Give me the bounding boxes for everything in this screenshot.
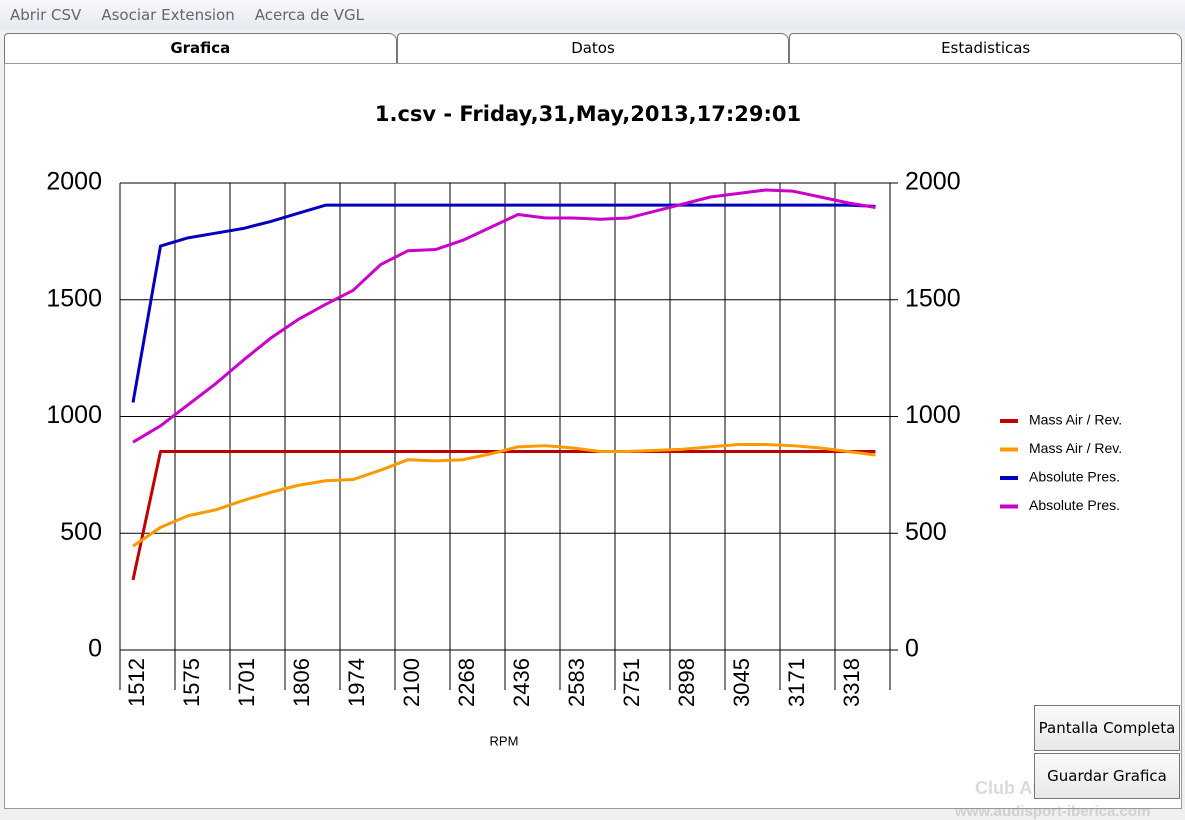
y-tick-label: 2000 [46,168,102,196]
series-line [132,443,876,548]
legend-label: Mass Air / Rev. [1029,412,1122,428]
tab[interactable]: Datos [396,33,790,63]
x-tick-label: 2751 [619,658,644,707]
x-tick-label: 2583 [564,658,589,707]
button[interactable]: Pantalla Completa [1034,705,1180,751]
menu-item[interactable]: Abrir CSV [10,6,82,24]
menu-bar: Abrir CSV Asociar Extension Acerca de VGL [0,0,1185,30]
y2-tick-label: 500 [905,518,947,546]
x-tick-label: 1974 [344,658,369,707]
x-tick-label: 1512 [124,658,149,707]
legend-label: Absolute Pres. [1029,469,1120,485]
x-tick-label: 1575 [179,658,204,707]
y2-tick-label: 2000 [905,168,961,196]
y-tick-label: 1500 [46,284,102,312]
tab[interactable]: Grafica [4,33,397,63]
watermark-url: www.audisport-iberica.com [955,803,1151,820]
x-tick-label: 1701 [234,658,259,707]
y-tick-label: 500 [60,518,102,546]
x-axis-label: RPM [490,733,519,748]
series-line [131,203,876,403]
x-tick-label: 2436 [509,658,534,707]
tab[interactable]: Estadisticas [789,33,1183,63]
menu-item[interactable]: Asociar Extension [101,6,235,24]
x-tick-label: 2898 [674,658,699,707]
y-tick-label: 0 [88,635,102,663]
series-line [131,450,876,581]
tab-panel [4,63,1182,809]
y2-tick-label: 1000 [905,401,961,429]
legend-label: Mass Air / Rev. [1029,440,1122,456]
x-tick-label: 3318 [839,658,864,707]
series-line [132,188,876,444]
y2-tick-label: 1500 [905,284,961,312]
chart-title: 1.csv - Friday,31,May,2013,17:29:01 [375,102,801,126]
x-tick-label: 2100 [399,658,424,707]
x-tick-label: 3045 [729,658,754,707]
x-tick-label: 3171 [784,658,809,707]
x-tick-label: 1806 [289,658,314,707]
button[interactable]: Guardar Grafica [1034,753,1180,799]
menu-item[interactable]: Acerca de VGL [254,6,365,24]
x-tick-label: 2268 [454,658,479,707]
tab-strip: Grafica Datos Estadisticas [4,33,1183,63]
y2-tick-label: 0 [905,635,919,663]
y-tick-label: 1000 [46,401,102,429]
legend-label: Absolute Pres. [1029,497,1120,513]
